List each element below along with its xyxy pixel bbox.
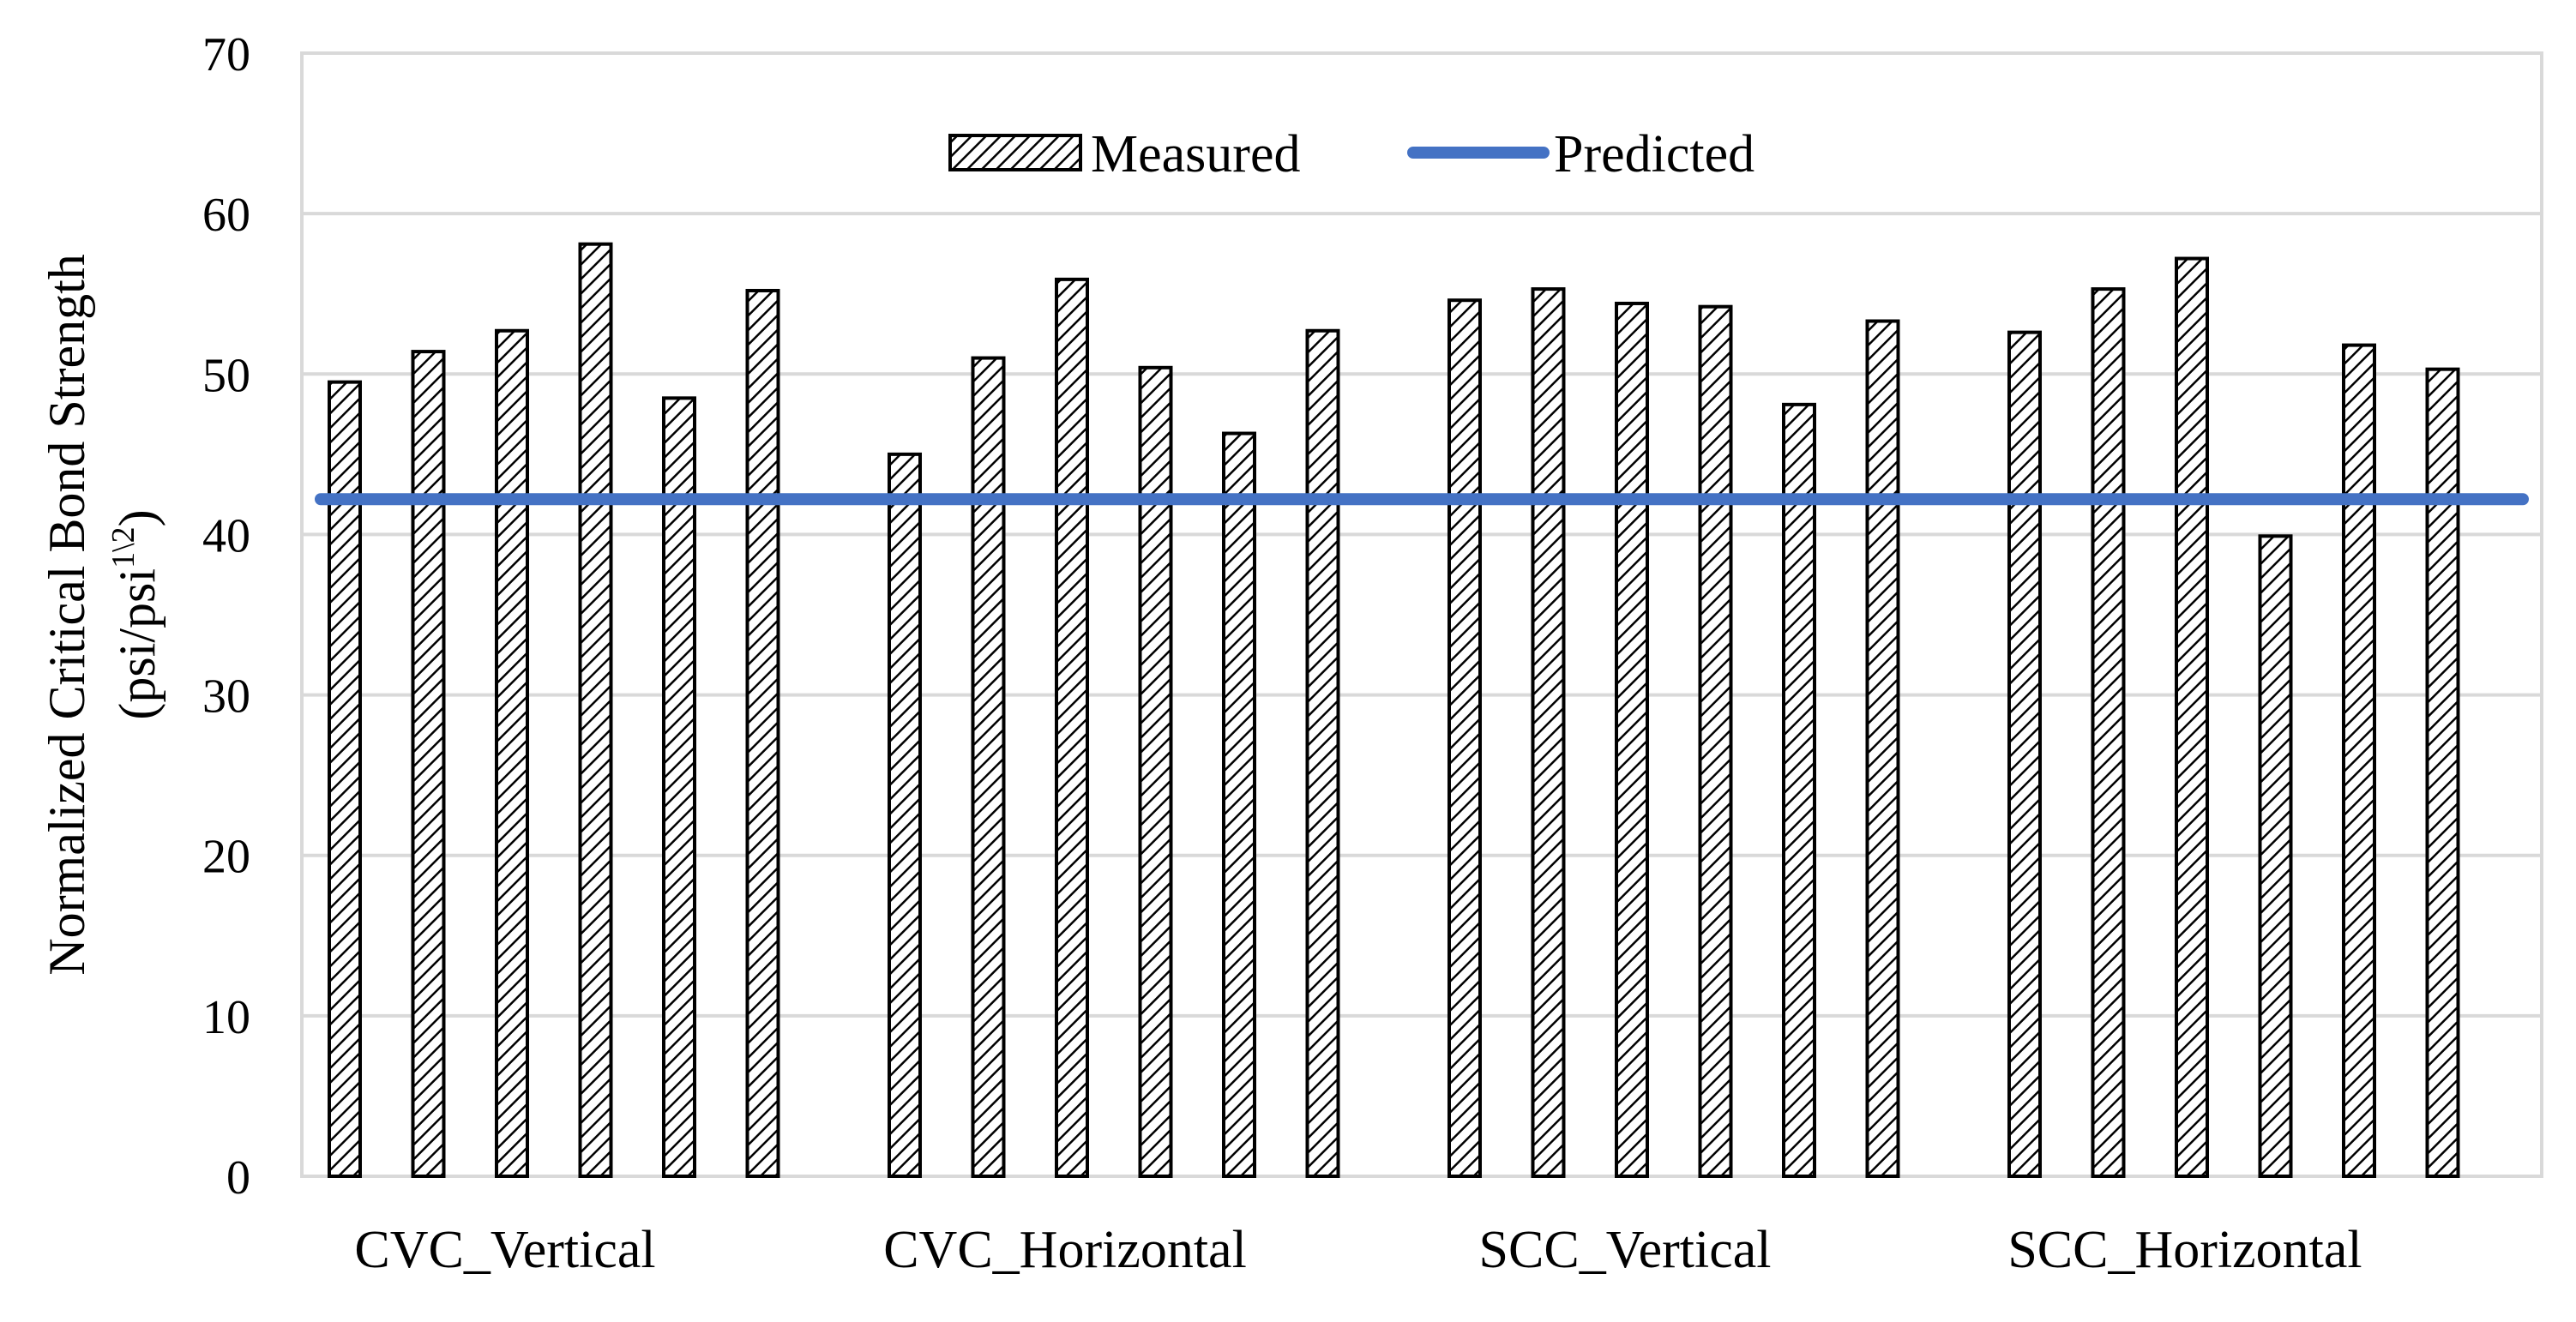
bar-measured xyxy=(1138,365,1173,1178)
bar-measured xyxy=(2091,287,2126,1179)
bar-measured xyxy=(971,356,1006,1179)
bar-measured xyxy=(2175,256,2209,1178)
bar-measured xyxy=(578,242,613,1179)
y-tick-label: 70 xyxy=(202,28,250,81)
x-axis-category-labels: CVC_Vertical CVC_Horizontal SCC_Vertical SC… xyxy=(354,1221,2362,1279)
y-axis-title-line1: Normalized Critical Bond Strength xyxy=(39,254,95,976)
y-tick-label: 10 xyxy=(202,991,250,1044)
bar-measured xyxy=(745,288,780,1178)
bar-measured xyxy=(2425,367,2460,1178)
x-category-label: CVC_Vertical xyxy=(354,1221,655,1279)
bar-measured xyxy=(1865,319,1900,1178)
bar-measured xyxy=(1055,277,1089,1178)
y-tick-label: 40 xyxy=(202,509,250,562)
y-axis-unit-superscript: 1\2 xyxy=(105,526,141,568)
y-tick-label: 50 xyxy=(202,349,250,402)
bar-measured xyxy=(328,380,362,1178)
bar-measured xyxy=(1222,431,1256,1178)
bar-measured xyxy=(495,328,529,1178)
bar-measured xyxy=(662,396,696,1179)
y-axis-unit: (psi/psi xyxy=(109,568,166,720)
y-axis-tick-labels: 0 10 20 30 40 50 60 70 xyxy=(202,28,250,1205)
bar-measured xyxy=(888,452,922,1178)
bar-measured xyxy=(1782,402,1816,1179)
y-axis-unit-close: ) xyxy=(109,509,166,526)
bar-measured xyxy=(1615,301,1649,1178)
bar-measured xyxy=(1531,287,1566,1179)
y-tick-label: 60 xyxy=(202,189,250,242)
y-tick-label: 20 xyxy=(202,831,250,884)
bar-measured xyxy=(1447,298,1482,1178)
bar-series-measured xyxy=(328,242,2460,1179)
y-axis-title: Normalized Critical Bond Strength (psi/p… xyxy=(39,254,166,976)
y-axis-title-line2: (psi/psi1\2) xyxy=(105,509,166,719)
bar-measured xyxy=(2342,343,2376,1179)
legend: Measured Predicted xyxy=(948,125,1754,183)
x-category-label: CVC_Horizontal xyxy=(883,1221,1247,1279)
bar-measured xyxy=(411,350,446,1179)
legend-swatch-measured xyxy=(948,134,1082,171)
bar-measured xyxy=(2007,330,2042,1178)
x-category-label: SCC_Horizontal xyxy=(2007,1221,2362,1279)
plot-area-frame xyxy=(300,51,2543,1178)
y-tick-label: 0 xyxy=(226,1151,250,1205)
x-category-label: SCC_Vertical xyxy=(1479,1221,1772,1279)
bar-measured xyxy=(1698,304,1733,1178)
y-tick-label: 30 xyxy=(202,670,250,724)
legend-label-predicted: Predicted xyxy=(1554,125,1754,183)
legend-label-measured: Measured xyxy=(1091,125,1300,183)
bar-measured xyxy=(2258,534,2293,1178)
bar-measured xyxy=(1305,328,1340,1178)
